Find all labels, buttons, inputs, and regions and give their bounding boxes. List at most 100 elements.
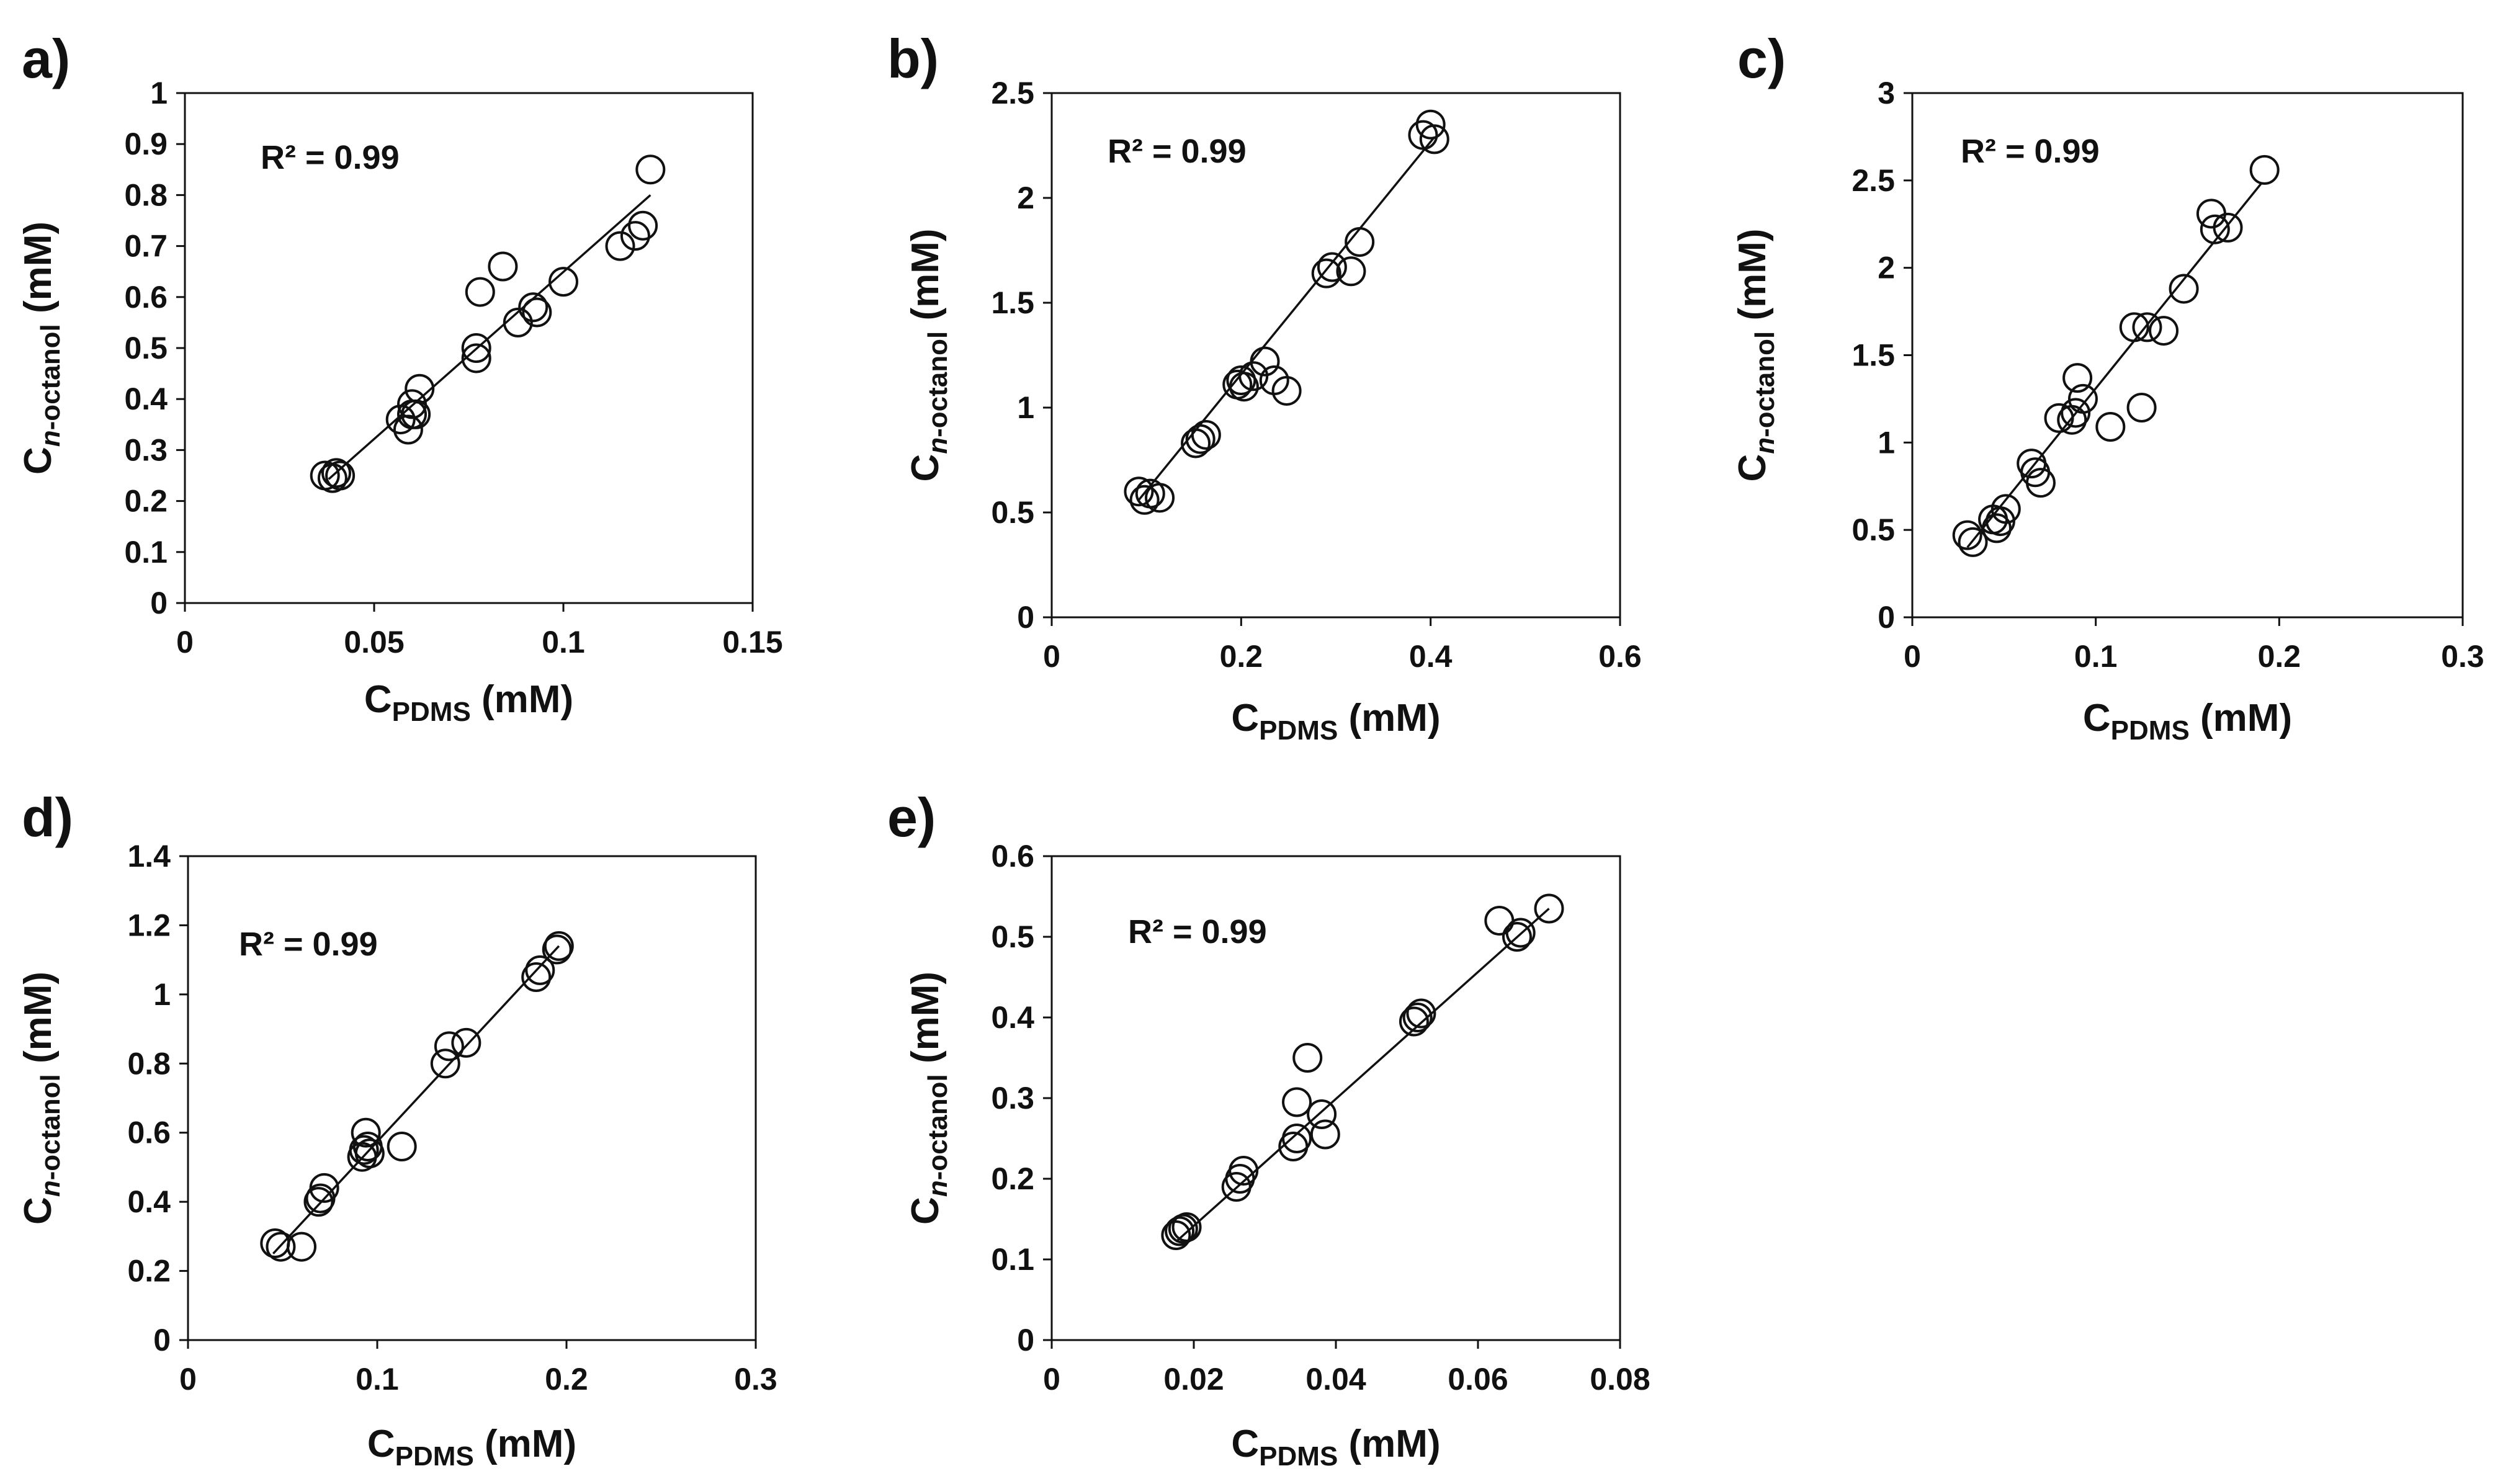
data-point — [542, 934, 572, 965]
regression-line — [1138, 136, 1436, 501]
data-point — [1311, 258, 1341, 288]
data-point — [303, 1187, 334, 1217]
x-tick-label: 0.6 — [1598, 639, 1642, 674]
y-tick-label: 0.1 — [124, 535, 168, 570]
data-point — [2061, 398, 2091, 428]
x-axis-title-main: C — [364, 678, 392, 721]
x-axis-title-main: C — [1231, 1423, 1259, 1465]
data-point — [1402, 1003, 1433, 1032]
x-axis-title-subscript: PDMS — [1259, 715, 1338, 746]
y-axis-title: Cn-octanol (mM) — [904, 228, 953, 481]
data-point — [503, 307, 533, 337]
data-point — [434, 1031, 464, 1062]
data-point — [349, 1135, 379, 1165]
y-tick-label: 0 — [150, 586, 168, 620]
y-tick-label: 0.3 — [991, 1081, 1034, 1115]
data-point — [1336, 256, 1366, 287]
regression-line — [1175, 908, 1550, 1243]
y-axis-title-unit: (mM) — [1731, 228, 1774, 331]
data-point — [351, 1117, 381, 1148]
y-tick-label: 0.8 — [127, 1046, 171, 1081]
y-axis-title: Cn-octanol (mM) — [904, 972, 953, 1225]
x-axis-title-main: C — [2083, 697, 2111, 740]
y-tick-label: 0.2 — [991, 1161, 1034, 1196]
data-point — [287, 1231, 316, 1262]
regression-line — [272, 945, 560, 1254]
data-point — [309, 1173, 339, 1203]
x-tick-label: 0 — [179, 1362, 197, 1397]
y-tick-label: 0.5 — [991, 919, 1034, 954]
y-tick-label: 0.2 — [127, 1254, 171, 1289]
y-tick-label: 0.4 — [991, 1000, 1034, 1035]
y-axis-title-subscript-italic: n — [923, 437, 953, 454]
regression-line — [328, 194, 651, 480]
data-point — [1502, 922, 1532, 952]
x-tick-label: 0.2 — [1220, 639, 1263, 674]
x-axis-title: CPDMS (mM) — [1231, 1423, 1440, 1472]
data-point — [387, 1132, 417, 1161]
x-tick-label: 0 — [1904, 639, 1921, 674]
x-tick-label: 0.3 — [734, 1362, 777, 1397]
x-axis-title-subscript: PDMS — [2111, 715, 2190, 746]
r-squared-annotation: R² = 0.99 — [261, 139, 400, 176]
data-point — [620, 221, 650, 251]
y-tick-label: 0.4 — [124, 382, 168, 416]
x-tick-label: 0.1 — [2074, 639, 2118, 674]
y-tick-label: 0.7 — [124, 229, 168, 264]
y-tick-label: 2.5 — [991, 76, 1034, 110]
regression-line — [1966, 183, 2262, 548]
data-point — [1145, 483, 1175, 513]
y-tick-label: 0.8 — [124, 177, 168, 212]
data-point — [2025, 468, 2056, 498]
y-axis-title-main: C — [904, 1197, 947, 1225]
data-point — [1171, 1212, 1202, 1242]
data-point — [1165, 1216, 1195, 1246]
y-tick-label: 1 — [1878, 425, 1895, 460]
x-axis-title-main: C — [1231, 697, 1259, 740]
y-tick-label: 1 — [150, 76, 168, 110]
y-tick-label: 0.5 — [991, 495, 1034, 530]
data-point — [1317, 252, 1347, 282]
data-point — [1181, 428, 1211, 458]
y-axis-title-unit: (mM) — [904, 228, 947, 331]
data-point — [451, 1027, 481, 1058]
data-point — [1271, 375, 1302, 406]
data-point — [1419, 124, 1449, 154]
y-axis-title-main: C — [1731, 454, 1774, 482]
data-point — [2067, 383, 2098, 414]
data-point — [1399, 1006, 1429, 1037]
data-point — [1307, 1099, 1337, 1129]
data-point — [1124, 476, 1154, 507]
data-point — [1282, 1087, 1312, 1117]
data-point — [521, 962, 552, 992]
x-tick-label: 0 — [1043, 639, 1060, 674]
data-point — [522, 297, 552, 328]
y-tick-label: 2 — [1017, 181, 1034, 215]
data-point — [1292, 1043, 1323, 1073]
y-tick-label: 0.5 — [1852, 512, 1895, 547]
data-point — [401, 399, 431, 429]
x-axis-title: CPDMS (mM) — [367, 1423, 576, 1472]
y-tick-label: 0.4 — [127, 1184, 171, 1219]
y-axis-title-unit: (mM) — [17, 972, 60, 1074]
data-point — [1958, 527, 1988, 557]
y-tick-label: 1 — [1017, 390, 1034, 425]
panel-label: a) — [22, 28, 70, 89]
data-point — [461, 343, 491, 373]
y-tick-label: 2.5 — [1852, 163, 1895, 198]
y-tick-label: 1 — [153, 977, 171, 1012]
x-axis-title: CPDMS (mM) — [364, 678, 573, 727]
x-tick-label: 0.1 — [356, 1362, 399, 1397]
x-tick-label: 0.06 — [1448, 1362, 1508, 1397]
panel-label: e) — [887, 787, 936, 848]
data-point — [628, 210, 658, 241]
y-axis-title-main: C — [17, 1197, 60, 1225]
r-squared-annotation: R² = 0.99 — [1128, 913, 1267, 950]
data-point — [1250, 346, 1280, 377]
y-tick-label: 0.6 — [124, 280, 168, 315]
y-axis-title-subscript: -octanol — [35, 1074, 66, 1180]
data-point — [1345, 226, 1375, 257]
data-point — [1534, 893, 1564, 924]
y-tick-label: 0.2 — [124, 484, 168, 519]
